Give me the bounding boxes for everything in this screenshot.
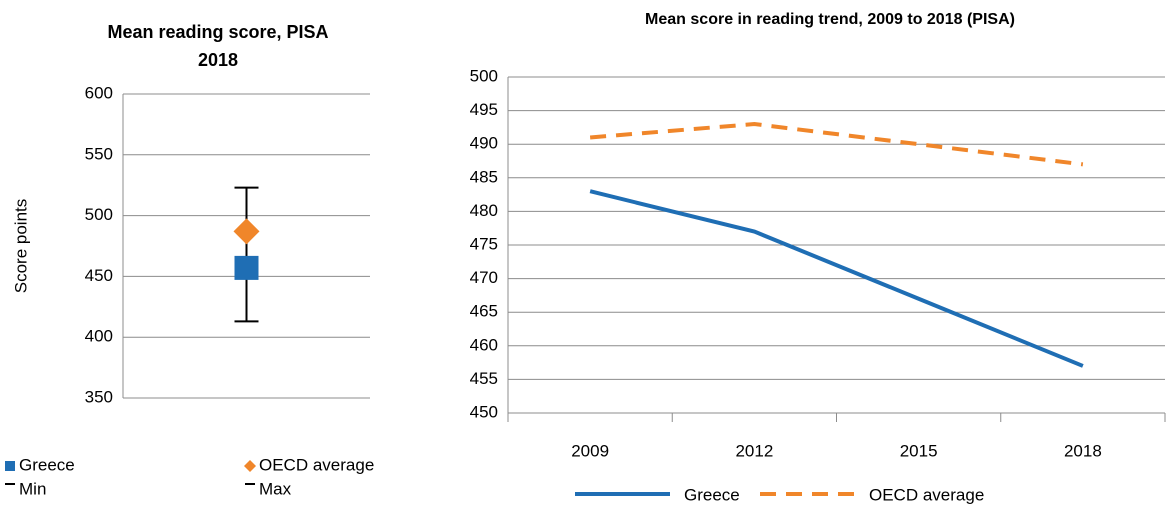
x-tick-label: 2018 xyxy=(1064,441,1102,460)
chart-title-box: Mean reading score, PISA 2018 xyxy=(107,22,329,70)
y-tick-label: 350 xyxy=(85,387,113,406)
y-tick-label: 500 xyxy=(470,66,498,85)
y-tick-label: 460 xyxy=(470,335,498,354)
y-tick-label: 600 xyxy=(85,83,113,102)
x-tick-label: 2012 xyxy=(735,441,773,460)
y-tick-label: 465 xyxy=(470,302,498,321)
point xyxy=(234,255,259,280)
y-tick-label: 495 xyxy=(470,100,498,119)
legend-label: Min xyxy=(19,479,46,498)
legend-label: OECD average xyxy=(869,485,984,504)
y-tick-label: 455 xyxy=(470,369,498,388)
y-tick-label: 480 xyxy=(470,201,498,220)
y-tick-label: 485 xyxy=(470,167,498,186)
legend-swatch xyxy=(244,460,256,472)
legend-label: Max xyxy=(259,479,292,498)
legend-label: Greece xyxy=(19,455,75,474)
y-tick-label: 450 xyxy=(470,402,498,421)
y-tick-label: 550 xyxy=(85,144,113,163)
y-tick-label: 475 xyxy=(470,234,498,253)
chart-title: Mean reading score, PISA 2018 xyxy=(107,22,329,70)
y-tick-label: 470 xyxy=(470,268,498,287)
y-tick-label: 400 xyxy=(85,327,113,346)
chart-title: Mean score in reading trend, 2009 to 201… xyxy=(645,11,1015,28)
legend-swatch xyxy=(5,461,15,471)
y-tick-label: 450 xyxy=(85,266,113,285)
legend-label: Greece xyxy=(684,485,740,504)
x-tick-label: 2009 xyxy=(571,441,609,460)
legend-label: OECD average xyxy=(259,455,374,474)
series-line xyxy=(589,189,1084,368)
point xyxy=(233,218,260,245)
y-tick-label: 500 xyxy=(85,205,113,224)
x-tick-label: 2015 xyxy=(900,441,938,460)
y-tick-label: 490 xyxy=(470,134,498,153)
y-axis-label: Score points xyxy=(11,199,30,294)
series-line xyxy=(589,122,1084,167)
